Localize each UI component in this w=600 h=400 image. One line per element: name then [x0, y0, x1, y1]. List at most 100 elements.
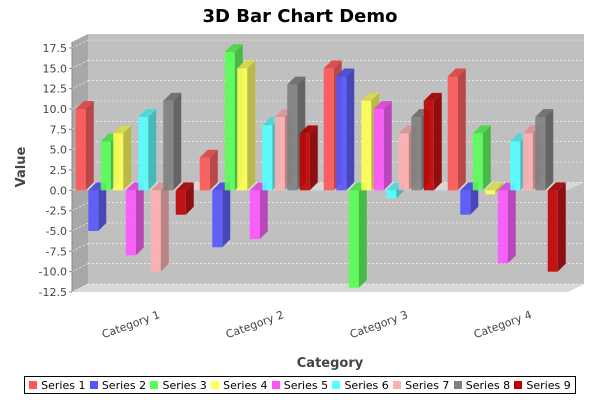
x-tick-label: Category 3	[348, 308, 410, 341]
bar	[113, 125, 132, 191]
bar-front	[274, 117, 285, 191]
bar-front	[212, 190, 223, 248]
legend-swatch	[332, 381, 341, 389]
legend: Series 1 Series 2 Series 3 Series 4 Series 5…	[24, 376, 576, 394]
bar-front	[75, 109, 86, 191]
legend-swatch	[150, 381, 159, 389]
legend-item: Series 2	[89, 378, 147, 392]
bar-side	[185, 182, 194, 215]
x-tick-label: Category 4	[472, 308, 534, 341]
bar-top	[199, 149, 218, 158]
bar-top	[485, 182, 504, 191]
bar-side	[160, 182, 169, 272]
bar-front	[299, 133, 310, 191]
legend-item: Series 4	[211, 379, 267, 392]
bar	[497, 182, 516, 264]
bar-side	[148, 109, 157, 191]
y-tick-label: 10.0	[43, 103, 68, 116]
bar-side	[85, 101, 94, 191]
legend-label: Series 3	[162, 378, 207, 392]
y-tick-label: 0.0	[50, 184, 68, 197]
bar-side	[482, 125, 491, 191]
legend-swatch	[29, 381, 38, 389]
bar-side	[247, 60, 256, 191]
bar-front	[323, 68, 334, 191]
bar-side	[259, 182, 268, 240]
gridline	[71, 39, 89, 49]
bar	[535, 109, 554, 191]
bar-front	[460, 190, 471, 215]
legend-label: Series 5	[283, 378, 329, 392]
bar-top	[535, 109, 554, 118]
y-tick-label: 2.5	[50, 164, 68, 177]
x-tick-label: Category 2	[224, 308, 286, 341]
bar-side	[98, 182, 107, 231]
bar-side	[457, 68, 466, 191]
bar-front	[535, 117, 546, 191]
bar	[199, 149, 218, 191]
bar-front	[100, 141, 111, 191]
bar-front	[497, 190, 508, 264]
bar-front	[150, 190, 161, 272]
bar	[447, 68, 466, 191]
legend-label: Series 8	[465, 378, 511, 392]
gridline	[71, 222, 89, 232]
bar-side	[557, 182, 566, 272]
y-tick-label: -2.5	[46, 205, 67, 218]
legend-item: Series 9	[514, 379, 571, 392]
x-axis: Category 1 Category 2 Category 3 Category 4	[100, 308, 534, 341]
bar-top	[472, 125, 491, 134]
bar-top	[336, 68, 355, 77]
legend-item: Series 6	[332, 378, 389, 392]
legend-label: Series 6	[344, 378, 389, 392]
y-tick-label: 12.5	[43, 83, 68, 96]
bar-front	[249, 190, 260, 240]
bar-side	[123, 125, 132, 191]
y-tick-label: 15.0	[43, 62, 68, 75]
bar-top	[113, 125, 132, 134]
bar-front	[510, 141, 521, 191]
bar-side	[495, 182, 504, 195]
bar-side	[358, 182, 367, 288]
legend-item: Series 3	[150, 378, 207, 392]
legend-swatch	[211, 381, 220, 389]
bar-top	[224, 44, 243, 53]
bar-side	[309, 125, 318, 191]
legend-item: Series 8	[453, 378, 511, 392]
bar-top	[287, 76, 306, 85]
bar-front	[522, 133, 533, 191]
bar-top	[423, 92, 442, 101]
legend-item: Series 5	[271, 378, 329, 392]
bar	[249, 182, 268, 240]
legend-item: Series 1	[29, 379, 85, 392]
bar-front	[199, 157, 210, 191]
bar-front	[398, 133, 409, 191]
bar-front	[237, 68, 248, 191]
bar	[163, 92, 182, 191]
gridline	[71, 263, 89, 272]
y-tick-label: 7.5	[50, 123, 68, 136]
bar-front	[336, 76, 347, 191]
y-tick-label: 5.0	[50, 144, 68, 157]
bar	[348, 182, 367, 288]
bar	[485, 182, 504, 195]
x-axis-label: Category	[297, 356, 364, 371]
bar-top	[175, 182, 194, 191]
bar	[125, 182, 144, 256]
bar-top	[447, 68, 466, 77]
y-tick-label: -12.5	[39, 286, 67, 299]
legend-label: Series 2	[101, 378, 147, 392]
bar-top	[138, 109, 157, 118]
bar-top	[323, 60, 342, 69]
bar-front	[125, 190, 136, 256]
bar-side	[545, 109, 554, 191]
chart-title: 3D Bar Chart Demo	[203, 6, 398, 27]
bar	[150, 182, 169, 272]
gridline	[71, 60, 89, 69]
legend-item: Series 7	[393, 379, 449, 392]
y-tick-label: 17.5	[43, 42, 68, 55]
gridline	[71, 243, 89, 252]
legend-swatch	[393, 381, 402, 389]
bar-side	[222, 182, 231, 248]
bar-side	[383, 101, 392, 191]
